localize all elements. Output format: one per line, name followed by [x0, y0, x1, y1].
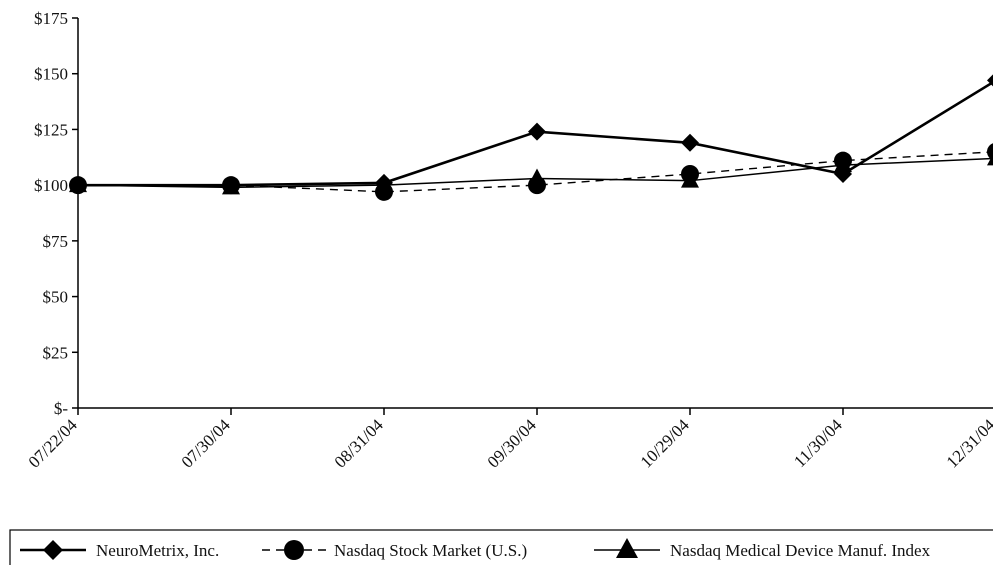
data-point-diamond — [375, 173, 393, 192]
legend-frame — [9, 529, 993, 565]
legend-label-nasdaq-medical: Nasdaq Medical Device Manuf. Index — [670, 541, 931, 560]
data-point-diamond — [987, 74, 993, 87]
legend-label-neurometrix: NeuroMetrix, Inc. — [96, 541, 219, 560]
x-tick-label: 10/29/04 — [637, 415, 694, 472]
y-tick-label: $50 — [43, 288, 69, 307]
data-point-circle — [834, 151, 852, 170]
legend-marker-circle-icon — [284, 540, 304, 560]
x-tick-label: 11/30/04 — [790, 415, 846, 471]
y-tick-label: $150 — [34, 65, 68, 84]
y-tick-label: $- — [54, 399, 69, 418]
legend-label-nasdaq-stock: Nasdaq Stock Market (U.S.) — [334, 541, 527, 560]
y-ticks: $- $25 $50 $75 $100 $125 $150 $175 — [34, 9, 78, 418]
legend-marker-diamond-icon — [43, 540, 63, 560]
legend: NeuroMetrix, Inc. Nasdaq Stock Market (U… — [9, 529, 993, 565]
data-point-diamond — [528, 122, 546, 141]
data-point-diamond — [69, 176, 87, 195]
x-tick-label: 09/30/04 — [484, 415, 541, 472]
data-point-diamond — [834, 165, 852, 183]
axes — [77, 18, 993, 409]
x-tick-label: 08/31/04 — [331, 415, 388, 472]
legend-marker-triangle-icon — [616, 538, 638, 558]
y-tick-label: $75 — [43, 232, 69, 251]
series-markers — [69, 74, 993, 201]
x-ticks: 07/22/04 07/30/04 08/31/04 09/30/04 10/29/04… — [25, 408, 993, 472]
data-point-circle — [681, 165, 699, 183]
data-point-circle — [987, 143, 993, 161]
data-point-diamond — [222, 176, 240, 195]
x-tick-label: 12/31/04 — [943, 415, 993, 472]
y-tick-label: $175 — [34, 9, 68, 28]
data-point-circle — [528, 176, 546, 195]
y-tick-label: $25 — [43, 343, 69, 362]
y-tick-label: $125 — [34, 120, 68, 139]
x-tick-label: 07/22/04 — [25, 415, 82, 472]
y-tick-label: $100 — [34, 176, 68, 195]
x-tick-label: 07/30/04 — [178, 415, 235, 472]
data-point-diamond — [681, 133, 699, 152]
